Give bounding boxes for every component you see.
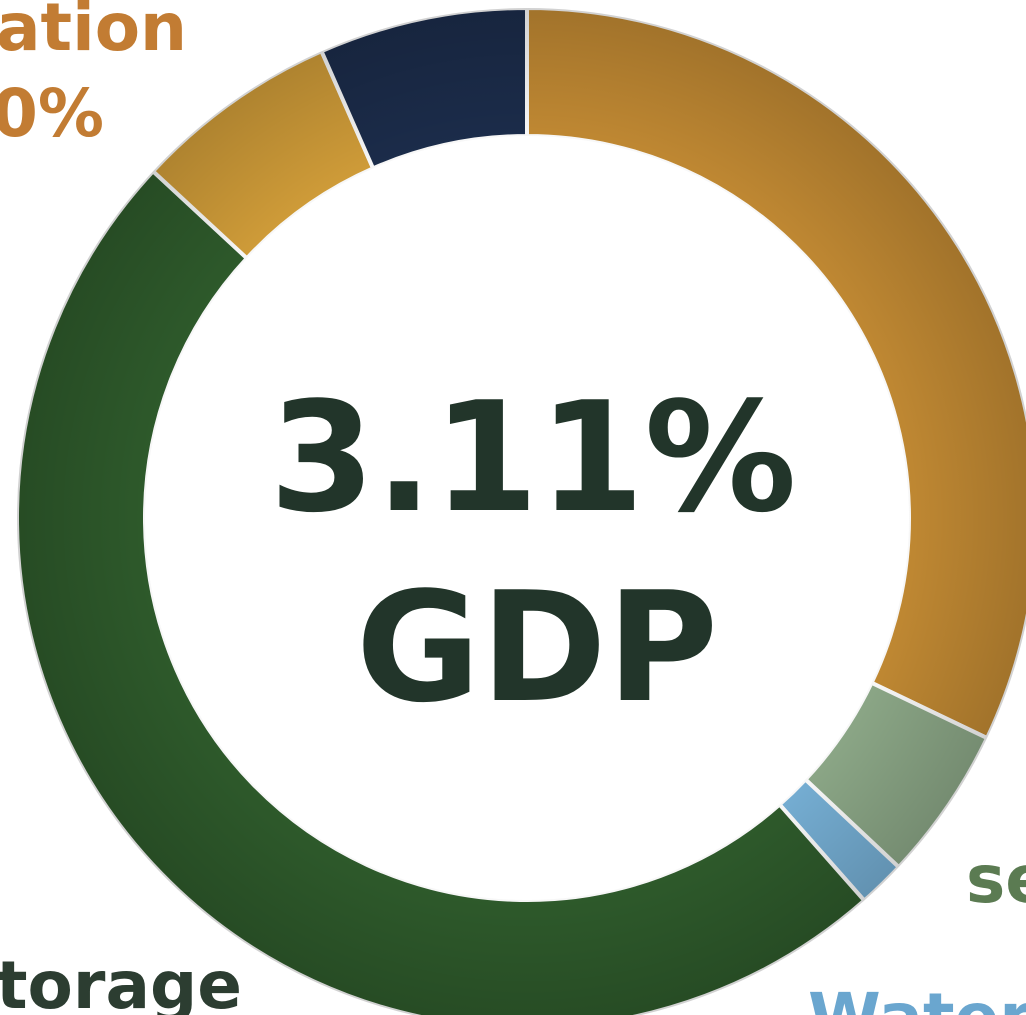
page: {"chart_data": { "type": "donut", "value… [0,0,1026,1015]
segment-label: se [966,841,1026,918]
segment-label: 0% [0,75,104,152]
segment-label: torage [0,947,242,1015]
segment-label: ation [0,0,187,66]
center-label: GDP [356,559,718,736]
chart: 3.11% GDP ation 0% torage se Water [0,0,1026,1015]
center-value: 3.11% [269,369,796,546]
segment-label: Water [808,979,1026,1015]
